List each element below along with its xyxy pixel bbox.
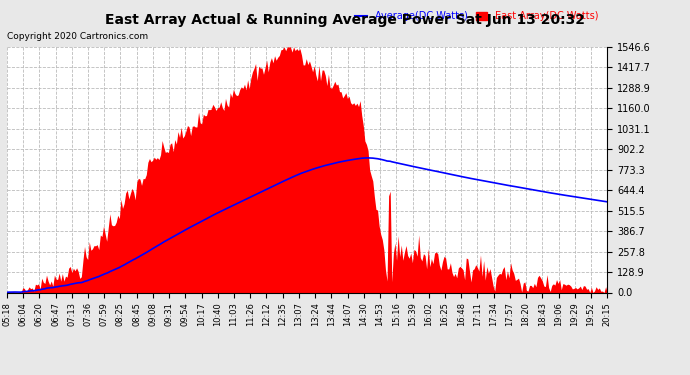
Legend: Average(DC Watts), East Array(DC Watts): Average(DC Watts), East Array(DC Watts) xyxy=(351,8,602,25)
Text: Copyright 2020 Cartronics.com: Copyright 2020 Cartronics.com xyxy=(7,32,148,41)
Text: East Array Actual & Running Average Power Sat Jun 13 20:32: East Array Actual & Running Average Powe… xyxy=(105,13,585,27)
